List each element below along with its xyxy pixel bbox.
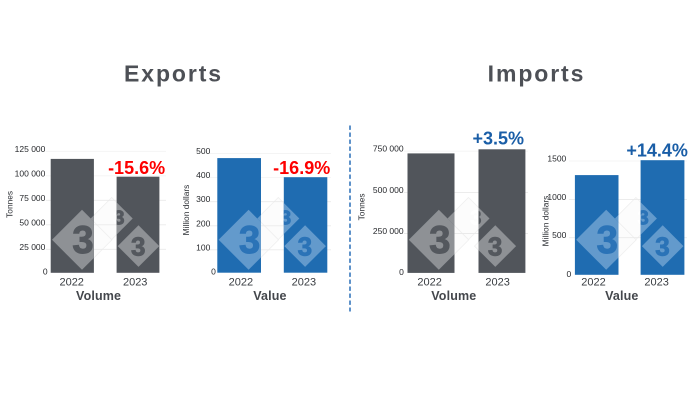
svg-text:50 000: 50 000 <box>19 217 45 227</box>
svg-text:100 000: 100 000 <box>15 168 46 178</box>
svg-text:2022: 2022 <box>229 276 253 288</box>
svg-text:-15.6%: -15.6% <box>108 158 165 178</box>
svg-text:400: 400 <box>196 170 210 180</box>
svg-text:Value: Value <box>253 289 286 303</box>
svg-text:Exports: Exports <box>124 61 223 87</box>
svg-text:Volume: Volume <box>76 289 121 303</box>
svg-text:500 000: 500 000 <box>373 185 404 195</box>
svg-text:125 000: 125 000 <box>15 144 46 154</box>
svg-text:0: 0 <box>211 266 216 276</box>
svg-text:+14.4%: +14.4% <box>626 140 688 160</box>
svg-text:75 000: 75 000 <box>19 193 45 203</box>
svg-text:100: 100 <box>196 242 210 252</box>
svg-text:Million dollars: Million dollars <box>541 196 551 247</box>
svg-text:0: 0 <box>43 266 48 276</box>
svg-text:Million dollars: Million dollars <box>181 185 191 236</box>
svg-text:0: 0 <box>399 267 404 277</box>
svg-text:500: 500 <box>196 146 210 156</box>
svg-text:2023: 2023 <box>292 276 316 288</box>
svg-text:1500: 1500 <box>547 154 566 164</box>
svg-text:2023: 2023 <box>123 276 147 288</box>
svg-text:200: 200 <box>196 218 210 228</box>
svg-text:750 000: 750 000 <box>373 144 404 154</box>
svg-text:-16.9%: -16.9% <box>273 158 330 178</box>
svg-text:2023: 2023 <box>644 276 668 288</box>
svg-text:Tonnes: Tonnes <box>357 193 367 220</box>
svg-text:Imports: Imports <box>488 61 586 87</box>
svg-text:1000: 1000 <box>547 192 566 202</box>
svg-text:250 000: 250 000 <box>373 226 404 236</box>
svg-text:Volume: Volume <box>431 289 476 303</box>
svg-text:25 000: 25 000 <box>19 242 45 252</box>
svg-text:2022: 2022 <box>59 276 83 288</box>
svg-text:2023: 2023 <box>485 276 509 288</box>
svg-text:+3.5%: +3.5% <box>473 129 525 149</box>
svg-text:300: 300 <box>196 194 210 204</box>
svg-text:0: 0 <box>566 269 571 279</box>
svg-text:2022: 2022 <box>581 276 605 288</box>
svg-text:500: 500 <box>552 230 566 240</box>
svg-text:2022: 2022 <box>417 276 441 288</box>
svg-text:Value: Value <box>605 289 638 303</box>
svg-text:Tonnes: Tonnes <box>4 191 14 218</box>
